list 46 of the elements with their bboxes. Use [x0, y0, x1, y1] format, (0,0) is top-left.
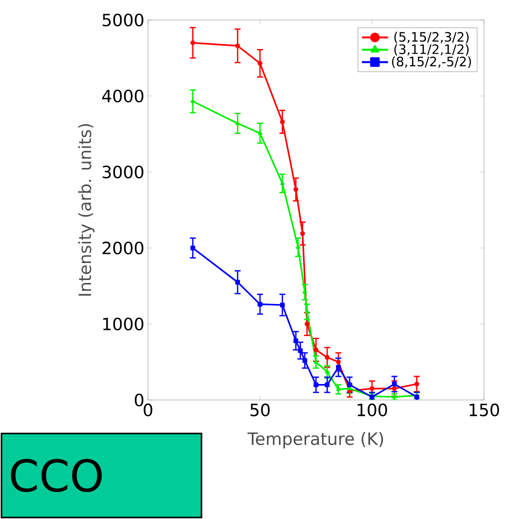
x-tick-label: 100	[358, 404, 388, 416]
point	[235, 43, 240, 48]
legend-label: (3,11/2,1/2)	[394, 44, 469, 56]
point	[298, 348, 303, 353]
y-tick-label: 1000	[103, 318, 144, 330]
point	[324, 382, 330, 388]
point	[293, 187, 298, 192]
point	[370, 386, 374, 391]
point	[258, 60, 262, 66]
point	[414, 382, 420, 386]
point	[325, 369, 330, 374]
point	[296, 244, 300, 249]
point	[336, 364, 341, 370]
point	[235, 280, 240, 285]
point	[336, 360, 341, 364]
point	[293, 338, 298, 344]
point	[258, 130, 262, 135]
point	[280, 302, 285, 308]
x-tick-label: 150	[470, 404, 500, 416]
y-tick-label: 2000	[102, 242, 144, 254]
point	[300, 231, 305, 236]
point	[324, 355, 330, 360]
point	[314, 382, 318, 388]
point	[304, 322, 310, 326]
point	[302, 358, 308, 363]
x-tick-label: 0	[144, 404, 152, 416]
point	[190, 98, 195, 103]
point	[314, 347, 318, 352]
y-tick-label: 5000	[102, 14, 144, 26]
point	[280, 119, 285, 124]
y-tick-label: 4000	[102, 90, 144, 102]
legend-label: (5,15/2,3/2)	[394, 32, 469, 44]
point	[258, 302, 262, 307]
text: CCO	[10, 458, 102, 492]
point	[190, 246, 196, 250]
point	[190, 40, 196, 46]
point	[302, 290, 307, 294]
y-axis-title: Intensity (arb. units)	[78, 124, 95, 296]
point	[392, 382, 397, 386]
y-tick-label: 3000	[102, 166, 144, 178]
point	[235, 120, 240, 125]
point	[280, 181, 285, 185]
legend-label: (8,15/2,-5/2)	[392, 56, 471, 68]
x-axis-title: Temperature (K)	[247, 432, 384, 448]
x-tick-label: 50	[250, 404, 270, 416]
y-tick-label: 0	[134, 394, 144, 406]
